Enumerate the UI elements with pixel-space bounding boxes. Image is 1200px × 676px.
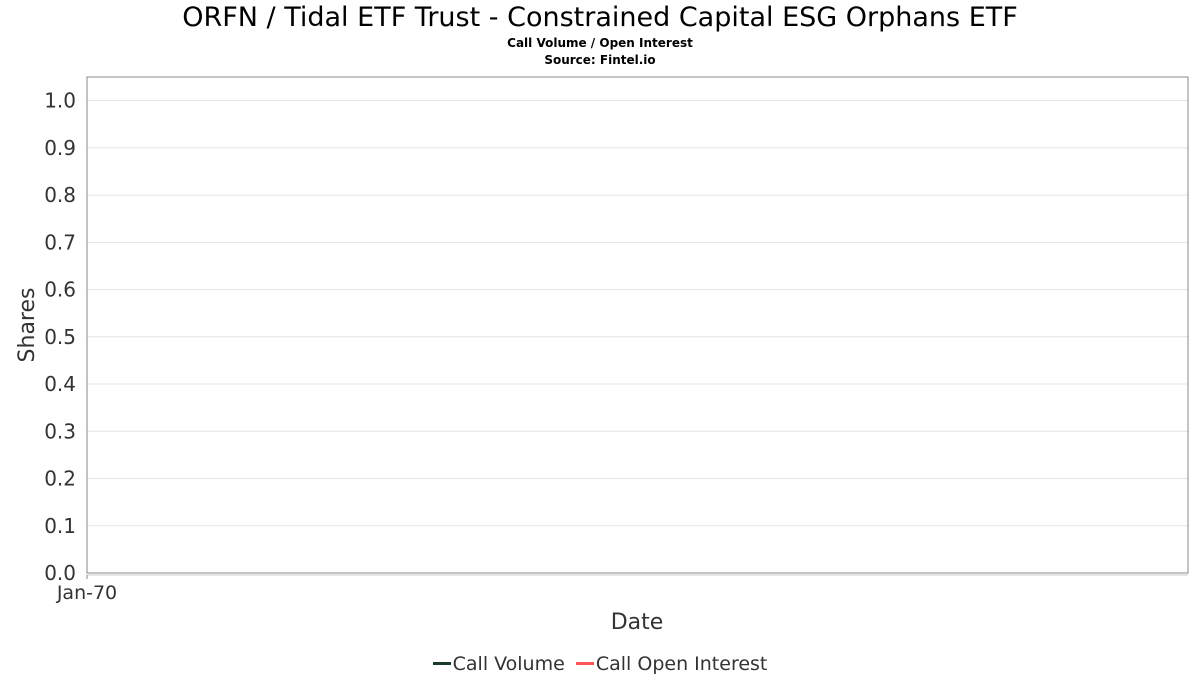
y-axis-ticks: 0.0 0.1 0.2 0.3 0.4 0.5 0.6 0.7 0.8 0.9 1.0 <box>44 89 76 585</box>
legend-item-call-volume[interactable]: Call Volume <box>432 652 565 676</box>
y-tick-label: 0.5 <box>44 325 76 349</box>
y-tick-label: 0.3 <box>44 419 76 443</box>
chart-legend: Call Volume Call Open Interest <box>0 647 1200 676</box>
y-tick-label: 0.1 <box>44 514 76 538</box>
y-tick-label: 1.0 <box>44 89 76 113</box>
legend-swatch-call-open-interest <box>575 662 594 665</box>
y-tick-label: 0.8 <box>44 183 76 207</box>
legend-swatch-call-volume <box>432 662 451 665</box>
y-tick-label: 0.7 <box>44 230 76 254</box>
y-tick-label: 0.0 <box>44 561 76 585</box>
x-tick-label: Jan-70 <box>56 582 117 604</box>
y-tick-label: 0.4 <box>44 372 76 396</box>
y-axis-label: Shares <box>15 288 40 363</box>
legend-label-call-volume: Call Volume <box>452 652 565 675</box>
x-axis-label: Date <box>611 610 664 635</box>
grid-lines <box>87 100 1188 527</box>
legend-item-call-open-interest[interactable]: Call Open Interest <box>575 652 768 676</box>
chart-source: Source: Fintel.io <box>544 53 656 67</box>
x-axis-ticks: Jan-70 <box>56 574 1188 604</box>
y-tick-label: 0.6 <box>44 278 76 302</box>
y-tick-label: 0.9 <box>44 136 76 160</box>
legend-label-call-open-interest: Call Open Interest <box>595 652 768 675</box>
chart-title: ORFN / Tidal ETF Trust - Constrained Cap… <box>182 2 1018 33</box>
plot-area <box>86 76 1189 574</box>
chart-subtitle: Call Volume / Open Interest <box>507 36 693 50</box>
y-tick-label: 0.2 <box>44 467 76 491</box>
